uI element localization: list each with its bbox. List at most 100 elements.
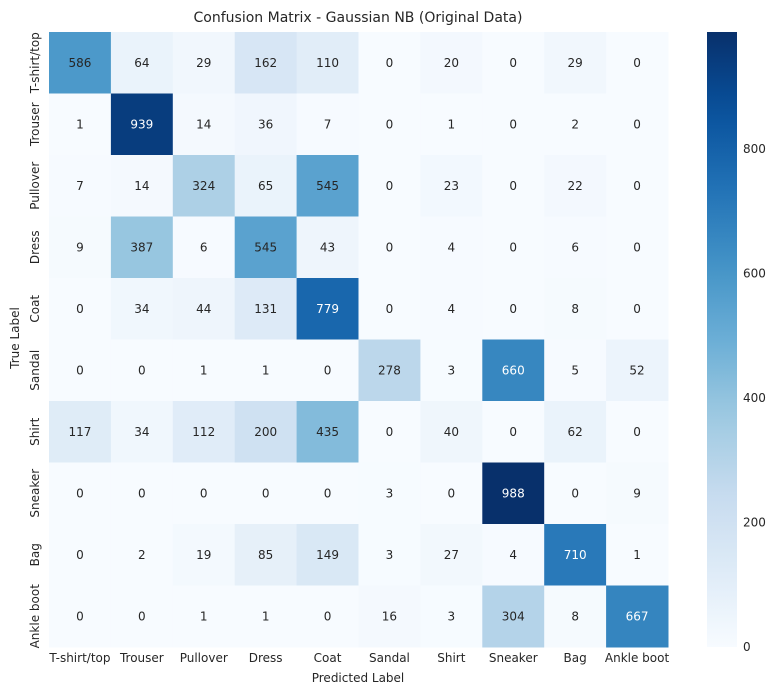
cell-value-label: 52 <box>629 363 644 377</box>
cell-value-label: 19 <box>196 548 211 562</box>
heatmap-cell <box>606 339 669 402</box>
cell-value-label: 14 <box>134 179 149 193</box>
cell-value-label: 20 <box>444 56 459 70</box>
heatmap-cell <box>296 339 359 402</box>
cell-value-label: 162 <box>254 56 277 70</box>
cell-value-label: 8 <box>571 302 579 316</box>
cell-value-label: 0 <box>633 302 641 316</box>
heatmap-cell <box>358 155 421 217</box>
cell-value-label: 0 <box>386 179 394 193</box>
cell-value-label: 64 <box>134 56 149 70</box>
cell-value-label: 324 <box>192 179 215 193</box>
cell-value-label: 200 <box>254 425 277 439</box>
cell-value-label: 435 <box>316 425 339 439</box>
heatmap-cell <box>358 32 421 94</box>
heatmap-cell <box>234 401 298 463</box>
cell-value-label: 1 <box>633 548 641 562</box>
heatmap-cell <box>172 216 236 279</box>
cell-value-label: 43 <box>320 240 335 254</box>
cell-value-label: 16 <box>382 609 397 623</box>
cell-value-label: 0 <box>633 56 641 70</box>
cell-value-label: 0 <box>76 486 84 500</box>
cell-value-label: 117 <box>68 425 91 439</box>
cell-value-label: 304 <box>502 609 525 623</box>
heatmap-cell <box>358 585 421 648</box>
y-tick-label: Shirt <box>28 417 42 445</box>
heatmap-cell <box>296 93 359 156</box>
cell-value-label: 4 <box>448 240 456 254</box>
heatmap-cell <box>482 339 545 402</box>
cell-value-label: 0 <box>509 302 517 316</box>
y-tick-label: Dress <box>28 230 42 264</box>
colorbar-tick-label: 800 <box>743 142 766 156</box>
cell-value-label: 62 <box>568 425 583 439</box>
heatmap-cell <box>110 401 174 463</box>
heatmap-cell <box>296 585 359 648</box>
cell-value-label: 545 <box>254 240 277 254</box>
heatmap-cell <box>544 278 607 340</box>
cell-value-label: 0 <box>386 302 394 316</box>
heatmap-cell <box>234 524 298 586</box>
heatmap-cell <box>544 524 607 586</box>
cell-value-label: 0 <box>633 117 641 131</box>
heatmap-cell <box>110 585 174 648</box>
heatmap-cell <box>482 401 545 463</box>
heatmap-cell <box>296 216 359 279</box>
y-axis-label: True Label <box>8 307 22 370</box>
heatmap-cell <box>544 32 607 94</box>
y-tick-label: T-shirt/top <box>28 32 42 94</box>
heatmap-cell <box>420 155 483 217</box>
colorbar-tick-label: 600 <box>743 267 766 281</box>
heatmap-cell <box>172 32 236 94</box>
cell-value-label: 0 <box>324 363 332 377</box>
cell-value-label: 779 <box>316 302 339 316</box>
heatmap-cell <box>172 462 236 525</box>
cell-value-label: 149 <box>316 548 339 562</box>
heatmap-cell <box>544 401 607 463</box>
cell-value-label: 23 <box>444 179 459 193</box>
cell-value-label: 0 <box>386 56 394 70</box>
heatmap-cell <box>420 278 483 340</box>
heatmap-cell <box>172 155 236 217</box>
heatmap-cell <box>482 216 545 279</box>
heatmap-cell <box>358 462 421 525</box>
heatmap-cell <box>296 401 359 463</box>
cell-value-label: 710 <box>564 548 587 562</box>
cell-value-label: 3 <box>448 609 456 623</box>
cell-value-label: 7 <box>76 179 84 193</box>
cell-value-label: 85 <box>258 548 273 562</box>
cell-value-label: 3 <box>386 486 394 500</box>
heatmap-cell <box>49 339 112 402</box>
heatmap-cell <box>544 155 607 217</box>
cell-value-label: 0 <box>324 486 332 500</box>
heatmap-cell <box>358 93 421 156</box>
heatmap-cell <box>606 585 669 648</box>
heatmap-cell <box>606 524 669 586</box>
heatmap-cell <box>234 462 298 525</box>
cell-value-label: 0 <box>76 548 84 562</box>
cell-value-label: 0 <box>262 486 270 500</box>
x-tick-label: Trouser <box>119 651 164 665</box>
heatmap-cell <box>110 524 174 586</box>
x-tick-label: Ankle boot <box>605 651 670 665</box>
heatmap-cell <box>49 524 112 586</box>
cell-value-label: 0 <box>633 179 641 193</box>
cell-value-label: 8 <box>571 609 579 623</box>
cell-value-label: 667 <box>626 609 649 623</box>
cell-value-label: 660 <box>502 363 525 377</box>
heatmap-cell <box>482 524 545 586</box>
cell-value-label: 1 <box>262 363 270 377</box>
heatmap-cell <box>544 462 607 525</box>
heatmap-cell <box>296 462 359 525</box>
heatmap-cell <box>606 401 669 463</box>
colorbar-tick-label: 0 <box>743 640 751 654</box>
y-tick-label: Ankle boot <box>28 584 42 649</box>
cell-value-label: 131 <box>254 302 277 316</box>
cell-value-label: 0 <box>448 486 456 500</box>
heatmap-cell <box>172 278 236 340</box>
cell-value-label: 40 <box>444 425 459 439</box>
x-tick-label: Sandal <box>369 651 410 665</box>
cell-value-label: 110 <box>316 56 339 70</box>
heatmap-cells: 586 64 29 162 110 0 20 0 29 01 939 14 36 7 0 1 0 2 07 14 324… <box>49 32 669 648</box>
